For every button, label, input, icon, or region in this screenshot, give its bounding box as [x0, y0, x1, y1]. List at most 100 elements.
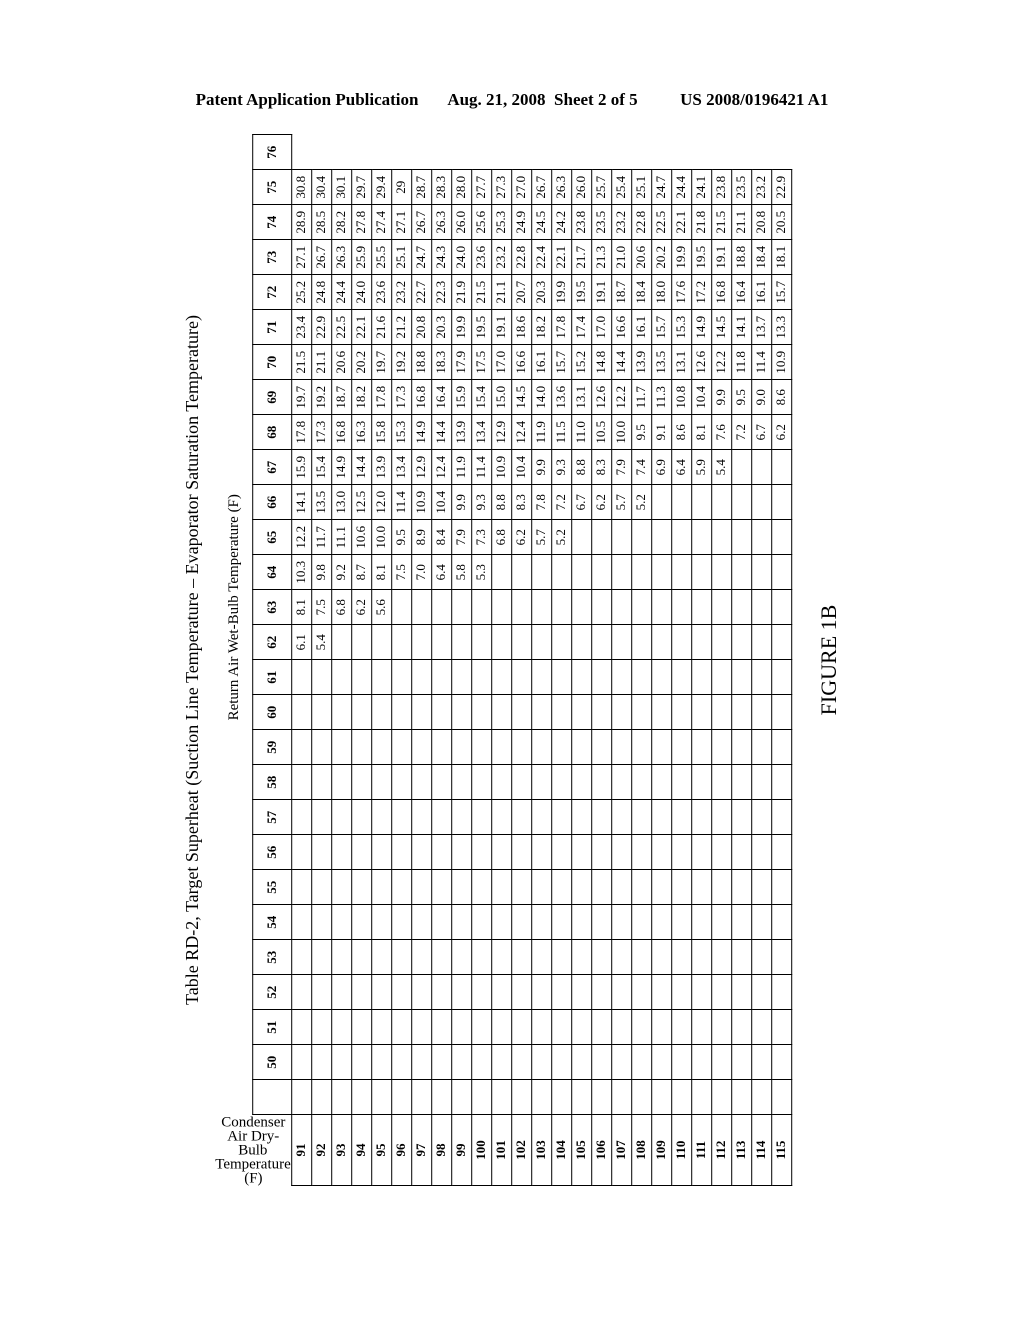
cell: 28.5 [311, 205, 331, 240]
cell [751, 660, 771, 695]
cell: 17.8 [551, 310, 571, 345]
cell: 25.3 [491, 205, 511, 240]
cell [451, 695, 471, 730]
cell [291, 975, 311, 1010]
cell: 8.7 [351, 555, 371, 590]
cell: 20.5 [771, 205, 791, 240]
cell [531, 905, 551, 940]
cell [411, 695, 431, 730]
header-mid: Aug. 21, 2008 Sheet 2 of 5 [447, 90, 637, 109]
cell: 11.5 [551, 415, 571, 450]
cell: 19.2 [311, 380, 331, 415]
cell [691, 975, 711, 1010]
cell: 5.3 [471, 555, 491, 590]
cell [391, 1010, 411, 1045]
cell: 24.2 [551, 205, 571, 240]
row-header: 104 [551, 1115, 571, 1186]
cell [611, 625, 631, 660]
cell: 8.1 [691, 415, 711, 450]
cell: 20.8 [411, 310, 431, 345]
cell [331, 905, 351, 940]
row-header: 96 [391, 1115, 411, 1186]
cell [391, 975, 411, 1010]
cell [571, 1080, 591, 1115]
cell [571, 940, 591, 975]
cell [551, 765, 571, 800]
cell: 6.8 [491, 520, 511, 555]
cell [611, 835, 631, 870]
cell [491, 660, 511, 695]
cell [731, 870, 751, 905]
cell [531, 1045, 551, 1080]
cell [731, 520, 751, 555]
cell [491, 555, 511, 590]
cell [551, 695, 571, 730]
cell [471, 975, 491, 1010]
row-header: 108 [631, 1115, 651, 1186]
cell [411, 590, 431, 625]
cell [751, 975, 771, 1010]
cell [391, 870, 411, 905]
row-header: 112 [711, 1115, 731, 1186]
cell: 13.4 [391, 450, 411, 485]
table-row: 967.59.511.413.415.317.319.221.223.225.1… [391, 135, 411, 1186]
table-row: 1115.98.110.412.614.917.219.521.824.1 [691, 135, 711, 1186]
cell: 8.1 [371, 555, 391, 590]
cell [451, 870, 471, 905]
cell [291, 1010, 311, 1045]
row-header: 103 [531, 1115, 551, 1186]
row-header: 111 [691, 1115, 711, 1186]
cell: 27.7 [471, 170, 491, 205]
cell [751, 1010, 771, 1045]
cell [471, 765, 491, 800]
cell [731, 835, 751, 870]
cell: 28.9 [291, 205, 311, 240]
cell: 7.9 [451, 520, 471, 555]
cell [551, 870, 571, 905]
cell [631, 1045, 651, 1080]
cell: 23.2 [611, 205, 631, 240]
cell [691, 485, 711, 520]
cell [371, 625, 391, 660]
cell: 8.8 [491, 485, 511, 520]
cell [391, 940, 411, 975]
cell [291, 1045, 311, 1080]
cell: 15.8 [371, 415, 391, 450]
cell [571, 625, 591, 660]
cell [691, 835, 711, 870]
cell [531, 590, 551, 625]
cell [751, 1080, 771, 1115]
cell: 8.6 [671, 415, 691, 450]
cell [471, 730, 491, 765]
cell: 8.3 [591, 450, 611, 485]
cell: 27.1 [391, 205, 411, 240]
cell [671, 975, 691, 1010]
cell [451, 1045, 471, 1080]
cell [711, 940, 731, 975]
cell: 10.0 [611, 415, 631, 450]
column-header: 53 [253, 940, 292, 975]
cell [651, 660, 671, 695]
cell: 17.8 [291, 415, 311, 450]
cell: 6.8 [331, 590, 351, 625]
cell [451, 625, 471, 660]
cell [351, 1010, 371, 1045]
cell [331, 765, 351, 800]
cell: 17.3 [311, 415, 331, 450]
cell [711, 800, 731, 835]
cell: 14.5 [511, 380, 531, 415]
cell [551, 660, 571, 695]
cell [431, 730, 451, 765]
cell [411, 1010, 431, 1045]
cell: 14.4 [431, 415, 451, 450]
cell [291, 800, 311, 835]
cell [611, 555, 631, 590]
cell [771, 485, 791, 520]
cell [671, 800, 691, 835]
cell [591, 520, 611, 555]
row-header: 115 [771, 1115, 791, 1186]
cell [571, 520, 591, 555]
cell: 11.1 [331, 520, 351, 555]
cell [331, 730, 351, 765]
cell: 18.3 [431, 345, 451, 380]
